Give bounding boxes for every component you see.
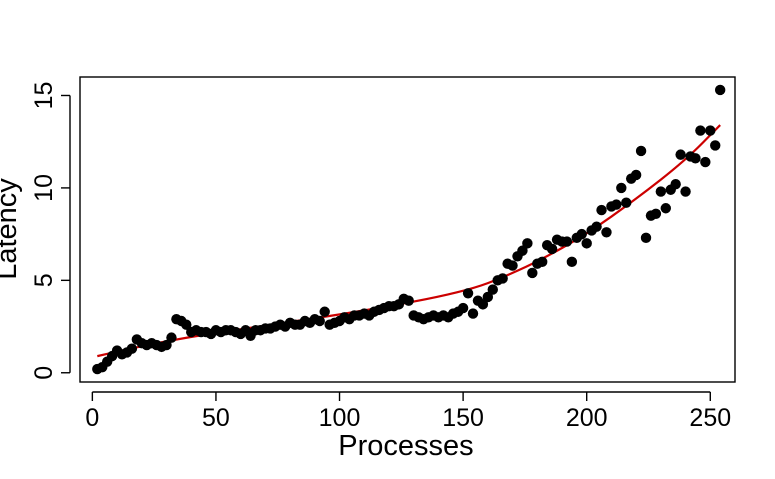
x-axis: 0 50 100 150 200 250 <box>85 391 731 432</box>
x-tick-label: 150 <box>442 404 484 432</box>
data-point <box>527 267 538 279</box>
data-point <box>596 204 607 216</box>
data-point <box>467 308 479 319</box>
data-point <box>660 203 671 214</box>
fit-line <box>97 124 721 358</box>
data-point <box>537 256 548 268</box>
y-axis: 0 5 10 15 <box>30 82 71 380</box>
x-axis-title: Processes <box>338 430 473 462</box>
data-point <box>522 238 533 249</box>
data-point <box>670 179 681 190</box>
y-tick-label: 10 <box>30 174 58 202</box>
data-point <box>561 236 573 247</box>
data-point <box>675 149 686 160</box>
data-point <box>517 245 528 256</box>
data-point <box>650 208 662 219</box>
point-layer <box>92 84 726 375</box>
data-point <box>161 339 172 351</box>
data-point <box>507 260 518 271</box>
data-point <box>695 125 706 136</box>
data-point <box>635 145 647 157</box>
data-point <box>314 315 325 327</box>
data-point <box>655 186 667 197</box>
data-point <box>705 125 716 136</box>
data-point <box>497 273 508 284</box>
data-point <box>319 306 330 317</box>
data-point <box>690 153 701 164</box>
data-point <box>403 295 414 306</box>
y-tick-label: 0 <box>30 366 58 380</box>
data-point <box>482 291 494 303</box>
data-point <box>462 288 474 299</box>
data-point <box>700 156 711 168</box>
data-point <box>566 256 578 268</box>
x-tick-label: 250 <box>689 404 731 432</box>
data-point <box>601 227 612 238</box>
data-point <box>630 169 642 181</box>
data-point <box>581 238 592 249</box>
fit-line-layer <box>97 124 721 358</box>
y-axis-title: Latency <box>0 178 23 280</box>
data-point <box>616 182 627 194</box>
data-point <box>166 332 177 343</box>
data-point <box>576 228 587 240</box>
data-point <box>457 302 469 314</box>
x-tick-label: 200 <box>566 404 608 432</box>
x-tick-label: 0 <box>85 404 99 432</box>
data-point <box>546 243 558 255</box>
data-point <box>591 221 602 232</box>
x-tick-label: 50 <box>202 404 230 432</box>
data-point <box>621 197 632 208</box>
data-point <box>487 284 498 295</box>
plot-frame <box>79 76 736 383</box>
data-point <box>680 186 691 197</box>
data-point <box>611 199 622 210</box>
data-point <box>640 232 652 244</box>
x-tick-label: 100 <box>319 404 361 432</box>
y-tick-label: 15 <box>30 82 58 110</box>
data-point <box>710 140 721 151</box>
data-point <box>714 84 726 96</box>
y-tick-label: 5 <box>30 273 58 287</box>
data-point <box>477 299 489 310</box>
data-point <box>181 319 192 330</box>
data-point <box>126 343 138 354</box>
